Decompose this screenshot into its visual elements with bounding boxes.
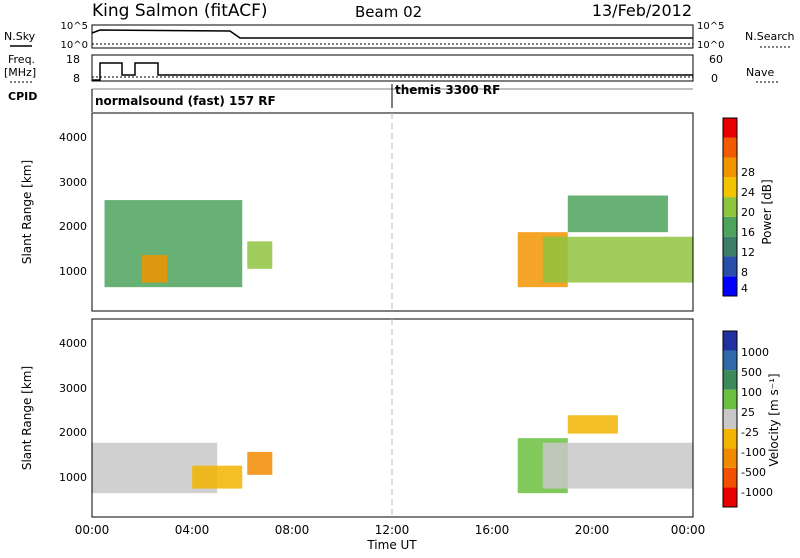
power-region-2 [247,241,273,269]
noise-left-tick-bottom: 10^0 [61,40,88,51]
freq-unit-label: [MHz] [4,66,36,79]
xticks: 00:00 04:00 08:00 12:00 16:00 20:00 00:0… [75,523,706,537]
power-colorbar-label: Power [dB] [760,179,774,244]
power-ytick-3000: 3000 [59,176,87,189]
xtick-2400: 00:00 [671,523,706,537]
velocity-ytick-3000: 3000 [59,382,87,395]
power-region-1 [142,255,168,283]
freq-label: Freq. [8,53,35,66]
velocity-cbar-swatch-7 [723,350,737,371]
velocity-region-4 [542,442,693,489]
velocity-cbar-tick-m1000: -1000 [741,486,773,499]
power-ytick-1000: 1000 [59,265,87,278]
velocity-cbar-swatch-2 [723,448,737,468]
power-region-4 [542,236,693,283]
velocity-colorbar-frame [722,330,738,508]
velocity-cbar-swatch-6 [723,370,737,390]
velocity-cbar-tick-m500: -500 [741,466,766,479]
date-title: 13/Feb/2012 [592,1,692,20]
noise-right-tick-top: 10^5 [697,21,724,32]
power-yticks: 4000 3000 2000 1000 [59,131,87,278]
velocity-colorbar-ticks: 1000 500 100 25 -25 -100 -500 -1000 [741,346,773,499]
power-cbar-swatch-4 [723,197,737,217]
power-ylabel: Slant Range [km] [20,160,34,264]
power-colorbar-ticks: 28 24 20 16 12 8 4 [741,166,755,295]
xtick-2000: 20:00 [575,523,610,537]
velocity-ylabel: Slant Range [km] [20,366,34,470]
power-cbar-tick-20: 20 [741,206,755,219]
power-cbar-tick-4: 4 [741,282,748,295]
cpid-mode-1: normalsound (fast) 157 RF [95,94,276,108]
power-cbar-tick-28: 28 [741,166,755,179]
power-region-0 [104,200,243,288]
power-data [104,195,693,288]
nsky-trace [91,29,693,39]
velocity-data [92,415,693,494]
noise-traces [91,29,693,45]
xtick-1600: 16:00 [475,523,510,537]
velocity-cbar-tick-25: 25 [741,406,755,419]
noise-left-tick-top: 10^5 [61,21,88,32]
power-region-5 [567,195,668,233]
velocity-cbar-swatch-8 [723,331,737,351]
xlabel: Time UT [366,538,417,552]
freq-left-tick-top: 18 [66,53,80,66]
xtick-1200: 12:00 [375,523,410,537]
velocity-cbar-tick-500: 500 [741,366,762,379]
velocity-yticks: 4000 3000 2000 1000 [59,337,87,484]
power-cbar-swatch-7 [723,137,737,158]
freq-left-tick-bottom: 8 [73,72,80,85]
velocity-ytick-2000: 2000 [59,426,87,439]
power-ytick-2000: 2000 [59,220,87,233]
xtick-0800: 08:00 [275,523,310,537]
noise-right-tick-bottom: 10^0 [697,40,724,51]
power-cbar-swatch-2 [723,236,737,257]
freq-right-tick-bottom: 0 [711,72,718,85]
xtick-0400: 04:00 [175,523,210,537]
power-cbar-swatch-8 [723,118,737,138]
freq-panel-frame [91,54,694,82]
nave-label: Nave [746,66,774,79]
power-cbar-swatch-1 [723,256,737,277]
velocity-region-5 [567,415,618,434]
power-cbar-swatch-5 [723,177,737,198]
velocity-cbar-swatch-3 [723,428,737,449]
velocity-cbar-tick-m25: -25 [741,426,759,439]
velocity-region-2 [247,451,273,475]
power-cbar-swatch-0 [723,276,737,296]
velocity-region-1 [192,465,243,489]
power-cbar-swatch-3 [723,216,737,237]
velocity-colorbar-label: Velocity [m s⁻¹] [767,373,781,466]
nsky-label: N.Sky [4,30,36,43]
beam-title: Beam 02 [355,3,422,21]
velocity-cbar-tick-m100: -100 [741,446,766,459]
velocity-colorbar [723,331,737,507]
cpid-label: CPID [8,90,37,103]
velocity-cbar-tick-1000: 1000 [741,346,769,359]
power-cbar-swatch-6 [723,157,737,178]
power-cbar-tick-24: 24 [741,186,755,199]
station-title: King Salmon (fitACF) [92,1,268,21]
velocity-ytick-4000: 4000 [59,337,87,350]
velocity-ytick-1000: 1000 [59,471,87,484]
noise-panel-frame [91,24,694,49]
power-colorbar-frame [722,117,738,297]
freq-trace [92,62,693,81]
power-ytick-4000: 4000 [59,131,87,144]
power-cbar-tick-8: 8 [741,266,748,279]
power-cbar-tick-12: 12 [741,246,755,259]
nsearch-label: N.Search [745,30,795,43]
cpid-mode-2: themis 3300 RF [395,83,500,97]
velocity-cbar-swatch-0 [723,487,737,507]
velocity-cbar-tick-100: 100 [741,386,762,399]
velocity-cbar-swatch-5 [723,389,737,410]
velocity-cbar-swatch-1 [723,467,737,488]
xtick-0000: 00:00 [75,523,110,537]
freq-right-tick-top: 60 [709,53,723,66]
velocity-cbar-swatch-4 [723,409,737,429]
power-cbar-tick-16: 16 [741,226,755,239]
power-colorbar [723,118,737,296]
